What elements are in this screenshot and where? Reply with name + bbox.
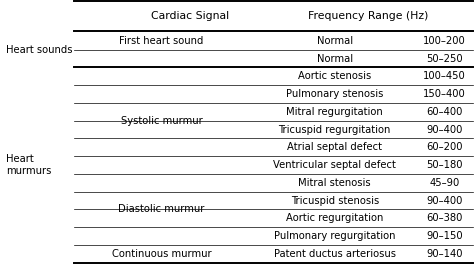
Text: Systolic murmur: Systolic murmur: [121, 116, 202, 126]
Text: Normal: Normal: [317, 36, 353, 46]
Text: Mitral regurgitation: Mitral regurgitation: [286, 107, 383, 117]
Text: 60–380: 60–380: [426, 213, 463, 223]
Text: Tricuspid regurgitation: Tricuspid regurgitation: [279, 125, 391, 135]
Text: Heart sounds: Heart sounds: [6, 45, 73, 55]
Text: Ventricular septal defect: Ventricular septal defect: [273, 160, 396, 170]
Text: Normal: Normal: [317, 54, 353, 64]
Text: Atrial septal defect: Atrial septal defect: [287, 142, 382, 152]
Text: 45–90: 45–90: [429, 178, 459, 188]
Text: 100–200: 100–200: [423, 36, 466, 46]
Text: 90–400: 90–400: [426, 196, 463, 206]
Text: Aortic regurgitation: Aortic regurgitation: [286, 213, 383, 223]
Text: Aortic stenosis: Aortic stenosis: [298, 71, 372, 81]
Text: 100–450: 100–450: [423, 71, 466, 81]
Text: 50–250: 50–250: [426, 54, 463, 64]
Text: Diastolic murmur: Diastolic murmur: [118, 204, 205, 214]
Text: 90–400: 90–400: [426, 125, 463, 135]
Text: Frequency Range (Hz): Frequency Range (Hz): [308, 11, 428, 21]
Text: First heart sound: First heart sound: [119, 36, 204, 46]
Text: 90–140: 90–140: [426, 249, 463, 259]
Text: Pulmonary stenosis: Pulmonary stenosis: [286, 89, 383, 99]
Text: 150–400: 150–400: [423, 89, 466, 99]
Text: Patent ductus arteriosus: Patent ductus arteriosus: [274, 249, 396, 259]
Text: Cardiac Signal: Cardiac Signal: [151, 11, 229, 21]
Text: 50–180: 50–180: [426, 160, 463, 170]
Text: Continuous murmur: Continuous murmur: [112, 249, 211, 259]
Text: Mitral stenosis: Mitral stenosis: [299, 178, 371, 188]
Text: Heart
murmurs: Heart murmurs: [6, 154, 52, 176]
Text: Tricuspid stenosis: Tricuspid stenosis: [291, 196, 379, 206]
Text: Pulmonary regurgitation: Pulmonary regurgitation: [274, 231, 395, 241]
Text: 90–150: 90–150: [426, 231, 463, 241]
Text: 60–200: 60–200: [426, 142, 463, 152]
Text: 60–400: 60–400: [426, 107, 463, 117]
